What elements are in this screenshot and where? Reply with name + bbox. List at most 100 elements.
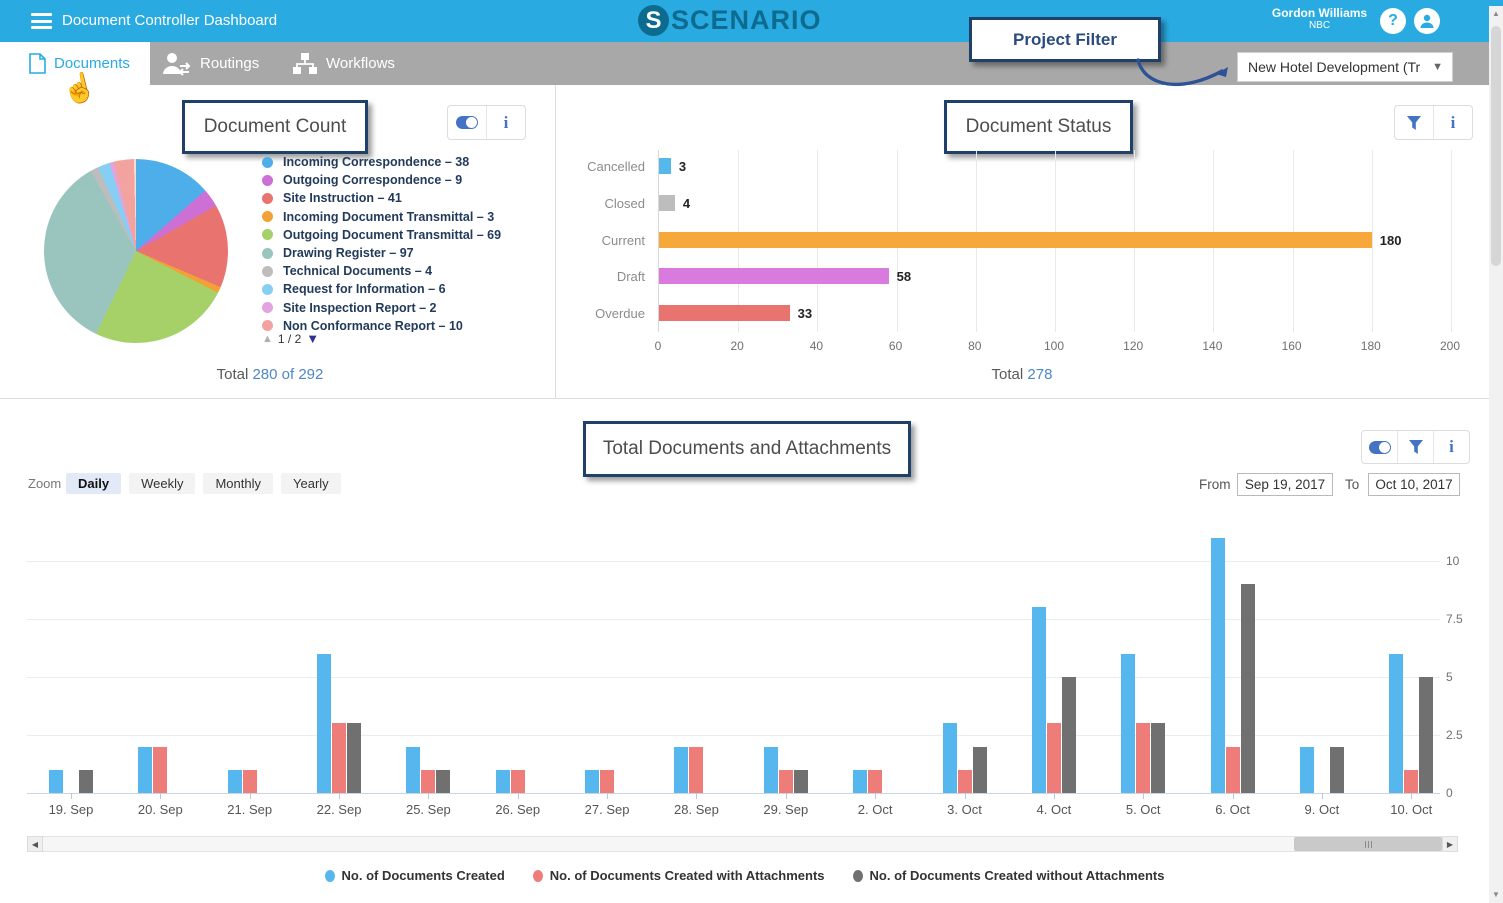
zoom-option-yearly[interactable]: Yearly — [281, 473, 341, 494]
timeline-bar[interactable] — [778, 769, 793, 793]
timeline-bar[interactable] — [1121, 653, 1136, 793]
timeline-bar[interactable] — [1061, 677, 1076, 793]
timeline-bar[interactable] — [332, 723, 347, 793]
info-button[interactable]: i — [486, 106, 525, 139]
tab-documents[interactable]: Documents — [0, 42, 150, 85]
timeline-bar[interactable] — [406, 746, 421, 793]
hamburger-menu-icon[interactable] — [31, 13, 52, 29]
legend-label: Technical Documents – 4 — [283, 264, 433, 279]
timeline-bar[interactable] — [1210, 537, 1225, 793]
tab-workflows[interactable]: Workflows — [292, 42, 395, 85]
timeline-bar[interactable] — [49, 769, 63, 793]
timeline-bar[interactable] — [436, 769, 451, 793]
chart-scrollbar-thumb[interactable] — [1294, 837, 1442, 851]
scroll-down-icon[interactable]: ▼ — [1492, 890, 1500, 899]
timeline-bar[interactable] — [242, 769, 257, 793]
timeline-bar[interactable] — [957, 769, 972, 793]
page-scrollbar-thumb[interactable] — [1491, 26, 1501, 266]
zoom-option-weekly[interactable]: Weekly — [129, 473, 196, 494]
axis-tick — [160, 793, 162, 799]
from-date-input[interactable]: Sep 19, 2017 — [1237, 473, 1333, 496]
timeline-bar[interactable] — [1240, 584, 1255, 793]
timeline-bar[interactable] — [1031, 607, 1046, 793]
timeline-bar[interactable] — [1151, 723, 1166, 793]
timeline-bar[interactable] — [942, 723, 957, 793]
timeline-bar[interactable] — [689, 746, 704, 793]
pie-legend-item[interactable]: Incoming Correspondence – 38 — [262, 153, 501, 171]
timeline-bar[interactable] — [1389, 653, 1404, 793]
gridline — [1451, 150, 1452, 332]
to-date-input[interactable]: Oct 10, 2017 — [1368, 473, 1460, 496]
timeline-bar[interactable] — [1419, 677, 1434, 793]
filter-button[interactable] — [1397, 431, 1433, 463]
timeline-bar[interactable] — [138, 746, 153, 793]
timeline-bar[interactable] — [1404, 769, 1419, 793]
timeline-bar[interactable] — [972, 746, 987, 793]
page-scrollbar[interactable]: ▲ ▼ — [1489, 6, 1503, 903]
status-bar-draft[interactable] — [659, 268, 889, 284]
document-icon — [29, 53, 46, 74]
toggle-view-button[interactable] — [448, 106, 486, 139]
timeline-bar[interactable] — [79, 769, 93, 793]
tab-routings[interactable]: Routings — [160, 42, 259, 85]
pie-legend-item[interactable]: Site Instruction – 41 — [262, 189, 501, 207]
timeline-bar[interactable] — [763, 746, 778, 793]
pie-legend-item[interactable]: Technical Documents – 4 — [262, 262, 501, 280]
status-bar-cancelled[interactable] — [659, 158, 671, 174]
scroll-up-icon[interactable]: ▲ — [1492, 9, 1500, 18]
timeline-bar[interactable] — [510, 769, 525, 793]
timeline-legend-item[interactable]: No. of Documents Created without Attachm… — [852, 868, 1164, 883]
status-bar-current[interactable] — [659, 232, 1372, 248]
timeline-bar[interactable] — [153, 746, 168, 793]
routings-icon — [163, 52, 191, 76]
pie-legend-item[interactable]: Drawing Register – 97 — [262, 244, 501, 262]
pie-legend-item[interactable]: Outgoing Document Transmittal – 69 — [262, 226, 501, 244]
info-button[interactable]: i — [1433, 431, 1469, 463]
timeline-bar[interactable] — [674, 746, 689, 793]
timeline-bar[interactable] — [600, 769, 615, 793]
info-button[interactable]: i — [1433, 106, 1472, 139]
status-bar-closed[interactable] — [659, 195, 675, 211]
timeline-legend-item[interactable]: No. of Documents Created with Attachment… — [532, 868, 825, 883]
filter-button[interactable] — [1395, 106, 1433, 139]
pie-legend-item[interactable]: Incoming Document Transmittal – 3 — [262, 208, 501, 226]
timeline-bar[interactable] — [227, 769, 242, 793]
pie-legend-item[interactable]: Request for Information – 6 — [262, 280, 501, 298]
timeline-bar[interactable] — [1299, 746, 1314, 793]
timeline-bar[interactable] — [495, 769, 510, 793]
help-icon[interactable]: ? — [1380, 8, 1406, 34]
timeline-bar[interactable] — [793, 769, 808, 793]
timeline-bar[interactable] — [1225, 746, 1240, 793]
pie-legend-item[interactable]: Outgoing Correspondence – 9 — [262, 171, 501, 189]
timeline-bar[interactable] — [1046, 723, 1061, 793]
page-up-icon[interactable]: ▲ — [262, 332, 273, 345]
status-x-tick: 100 — [1043, 339, 1065, 353]
timeline-date-label: 2. Oct — [857, 802, 893, 817]
timeline-bar[interactable] — [1136, 723, 1151, 793]
timeline-bar[interactable] — [421, 769, 436, 793]
timeline-legend-item[interactable]: No. of Documents Created — [324, 868, 505, 883]
chart-scrollbar-track[interactable] — [27, 836, 1458, 852]
total-value[interactable]: 280 of 292 — [252, 366, 324, 383]
project-select[interactable]: New Hotel Development (Tr ▼ — [1237, 52, 1453, 82]
timeline-date-label: 20. Sep — [137, 802, 183, 817]
document-count-pie-chart[interactable] — [44, 159, 228, 343]
timeline-bar[interactable] — [853, 769, 868, 793]
total-value[interactable]: 278 — [1027, 366, 1053, 383]
timeline-bar[interactable] — [1329, 746, 1344, 793]
toggle-view-button[interactable] — [1362, 431, 1397, 463]
timeline-bar[interactable] — [585, 769, 600, 793]
timeline-bar[interactable] — [868, 769, 883, 793]
timeline-bar[interactable] — [317, 653, 332, 793]
document-status-bar-chart: 3 4 180 58 33 — [658, 150, 1452, 332]
zoom-option-daily[interactable]: Daily — [66, 473, 122, 494]
page-down-icon[interactable]: ▼ — [306, 331, 320, 346]
profile-icon[interactable] — [1414, 8, 1440, 34]
pie-legend-item[interactable]: Site Inspection Report – 2 — [262, 299, 501, 317]
scroll-left-arrow[interactable]: ◀ — [27, 836, 43, 852]
zoom-option-monthly[interactable]: Monthly — [203, 473, 273, 494]
scroll-right-arrow[interactable]: ▶ — [1442, 836, 1458, 852]
status-bar-overdue[interactable] — [659, 305, 790, 321]
pie-legend-item[interactable]: Non Conformance Report – 10 — [262, 317, 501, 332]
timeline-bar[interactable] — [347, 723, 362, 793]
